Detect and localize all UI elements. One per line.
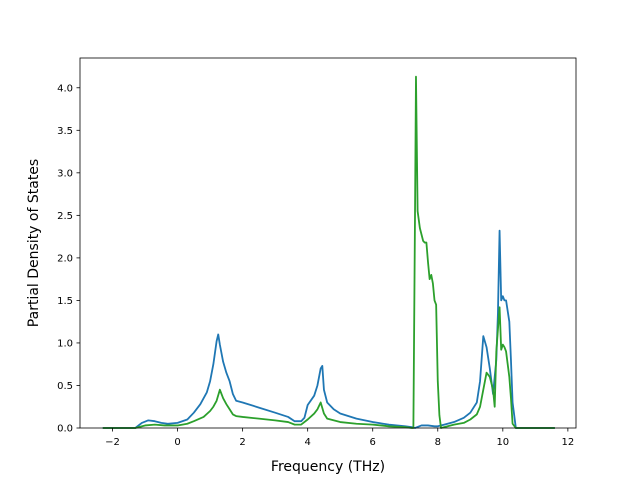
y-tick-label: 1.0 bbox=[57, 338, 73, 349]
series-layer bbox=[102, 75, 555, 429]
plot-frame bbox=[79, 57, 577, 429]
x-axis-ticks: −2 0 2 4 6 8 10 12 bbox=[105, 428, 574, 448]
x-tick-label: 10 bbox=[496, 437, 509, 448]
x-axis-label: Frequency (THz) bbox=[271, 459, 385, 475]
x-tick-label: 6 bbox=[370, 437, 376, 448]
y-tick-label: 1.5 bbox=[57, 296, 73, 307]
y-tick-label: 2.0 bbox=[57, 253, 73, 264]
y-axis-label: Partial Density of States bbox=[26, 159, 42, 327]
y-tick-label: 3.5 bbox=[57, 126, 73, 137]
y-tick-label: 0.5 bbox=[57, 381, 73, 392]
x-tick-label: 12 bbox=[562, 437, 575, 448]
x-tick-label: 4 bbox=[304, 437, 310, 448]
series-line-2 bbox=[102, 75, 555, 429]
x-tick-label: −2 bbox=[105, 437, 120, 448]
y-tick-label: 0.0 bbox=[57, 424, 73, 435]
y-tick-label: 2.5 bbox=[57, 211, 73, 222]
y-axis-ticks: 0.0 0.5 1.0 1.5 2.0 2.5 3.0 3.5 4.0 bbox=[57, 83, 80, 435]
y-tick-label: 3.0 bbox=[57, 168, 73, 179]
x-tick-label: 2 bbox=[239, 437, 245, 448]
y-tick-label: 4.0 bbox=[57, 83, 73, 94]
x-tick-label: 0 bbox=[174, 437, 180, 448]
x-tick-label: 8 bbox=[435, 437, 441, 448]
